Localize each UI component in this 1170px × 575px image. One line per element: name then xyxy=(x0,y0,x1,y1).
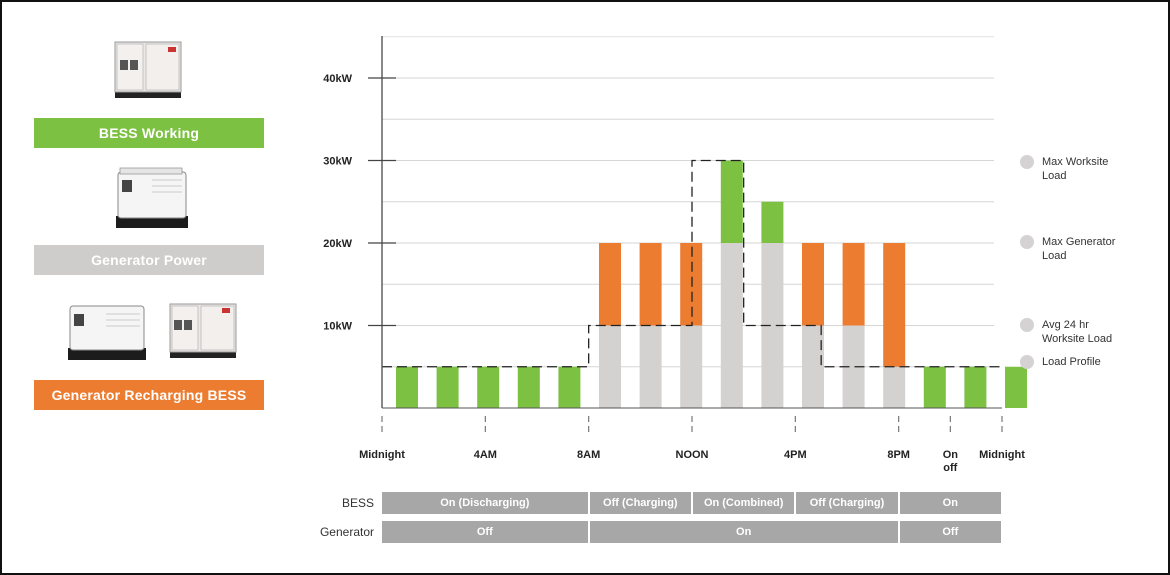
legend-label-line: Load Profile xyxy=(1042,356,1101,368)
x-tick-label: Midnight xyxy=(359,449,405,461)
generator-and-battery-icon xyxy=(68,303,237,360)
mode-label-bess-working: BESS Working xyxy=(34,118,264,148)
load-profile-path xyxy=(382,159,1002,368)
legend-label: Load Profile xyxy=(1042,356,1101,368)
x-tick-label: NOON xyxy=(676,449,709,461)
bar-segment-generator xyxy=(761,243,784,408)
x-tick-label-line: NOON xyxy=(676,449,709,461)
y-tick-label: 40kW xyxy=(323,73,352,85)
x-tick-label: 4AM xyxy=(474,449,497,461)
bar-segment-recharge xyxy=(599,243,621,326)
bars xyxy=(396,160,1027,408)
legend-label-line: Max Worksite xyxy=(1042,156,1108,168)
status-cell: Off (Charging) xyxy=(589,492,691,514)
bar-segment-bess xyxy=(923,366,946,408)
x-tick-label-line: off xyxy=(943,462,957,474)
bar-segment-generator xyxy=(680,325,703,408)
status-cell: On xyxy=(899,492,1001,514)
x-tick-label: 8AM xyxy=(577,449,600,461)
legend-label: Max Worksite Load xyxy=(1042,156,1108,182)
status-cell: On (Discharging) xyxy=(382,492,588,514)
legend-marker xyxy=(1020,155,1034,169)
x-tick-label-line: 4PM xyxy=(784,449,807,461)
bar-segment-bess xyxy=(436,366,459,408)
status-row-label: Generator xyxy=(319,525,374,539)
bar-segment-recharge xyxy=(802,243,824,326)
legend-label-line: Avg 24 hr xyxy=(1042,319,1089,331)
status-cell: On xyxy=(589,521,898,543)
status-row-label: BESS xyxy=(341,496,374,510)
legend-marker xyxy=(1020,235,1034,249)
bar-segment-bess xyxy=(477,366,500,408)
bar-segment-generator xyxy=(842,325,865,408)
bar-segment-generator xyxy=(883,366,906,408)
mode-label-generator-power: Generator Power xyxy=(34,245,264,275)
legend-marker xyxy=(1020,318,1034,332)
bar-segment-generator xyxy=(599,325,621,408)
bar-segment-recharge xyxy=(883,243,906,367)
bar-segment-bess xyxy=(1005,366,1027,408)
generator-unit-icon xyxy=(116,167,188,228)
battery-unit-icon xyxy=(114,41,182,98)
chart-legend: Max Worksite Load Max Generator Load Avg 24 … xyxy=(1020,155,1116,369)
legend-label-line: Load xyxy=(1042,170,1066,182)
legend-label-line: Max Generator xyxy=(1042,236,1116,248)
status-cell: Off (Charging) xyxy=(796,492,898,514)
x-tick-label-line: Midnight xyxy=(979,449,1025,461)
legend-label-line: Load xyxy=(1042,250,1066,262)
bar-segment-recharge xyxy=(680,243,703,326)
legend-label-line: Worksite Load xyxy=(1042,333,1112,345)
mode-label-generator-recharging: Generator Recharging BESS xyxy=(34,380,264,410)
x-tick-label-line: On xyxy=(943,449,959,461)
y-tick-label: 20kW xyxy=(323,238,352,250)
bar-segment-bess xyxy=(964,366,987,408)
bar-segment-recharge xyxy=(842,243,865,326)
legend-label: Avg 24 hr Worksite Load xyxy=(1042,319,1112,345)
bar-segment-bess xyxy=(396,366,418,408)
axes: 10kW 20kW 30kW 40kW Midnight 4AM 8AM NOON 4PM 8PM… xyxy=(323,36,1025,474)
bar-segment-generator xyxy=(720,243,743,408)
status-cell: Off xyxy=(382,521,588,543)
bar-segment-recharge xyxy=(639,243,662,326)
bar-segment-bess xyxy=(517,366,540,408)
bar-segment-generator xyxy=(802,325,824,408)
status-cell: On (Combined) xyxy=(693,492,795,514)
bar-segment-bess xyxy=(558,366,581,408)
load-profile-line xyxy=(382,159,1002,368)
x-tick-label: 4PM xyxy=(784,449,807,461)
bar-segment-bess xyxy=(720,160,743,243)
x-tick-label-line: 4AM xyxy=(474,449,497,461)
x-tick-label-line: 8PM xyxy=(887,449,910,461)
bar-segment-bess xyxy=(761,201,784,243)
y-tick-label: 10kW xyxy=(323,321,352,333)
x-tick-label-line: Midnight xyxy=(359,449,405,461)
x-tick-label-line: 8AM xyxy=(577,449,600,461)
x-tick-label: Midnight xyxy=(979,449,1025,461)
bar-segment-generator xyxy=(639,325,662,408)
legend-marker xyxy=(1020,355,1034,369)
legend-label: Max Generator Load xyxy=(1042,236,1116,262)
x-tick-label: On off xyxy=(943,449,959,474)
y-tick-label: 30kW xyxy=(323,156,352,168)
status-cell: Off xyxy=(899,521,1001,543)
x-tick-label: 8PM xyxy=(887,449,910,461)
